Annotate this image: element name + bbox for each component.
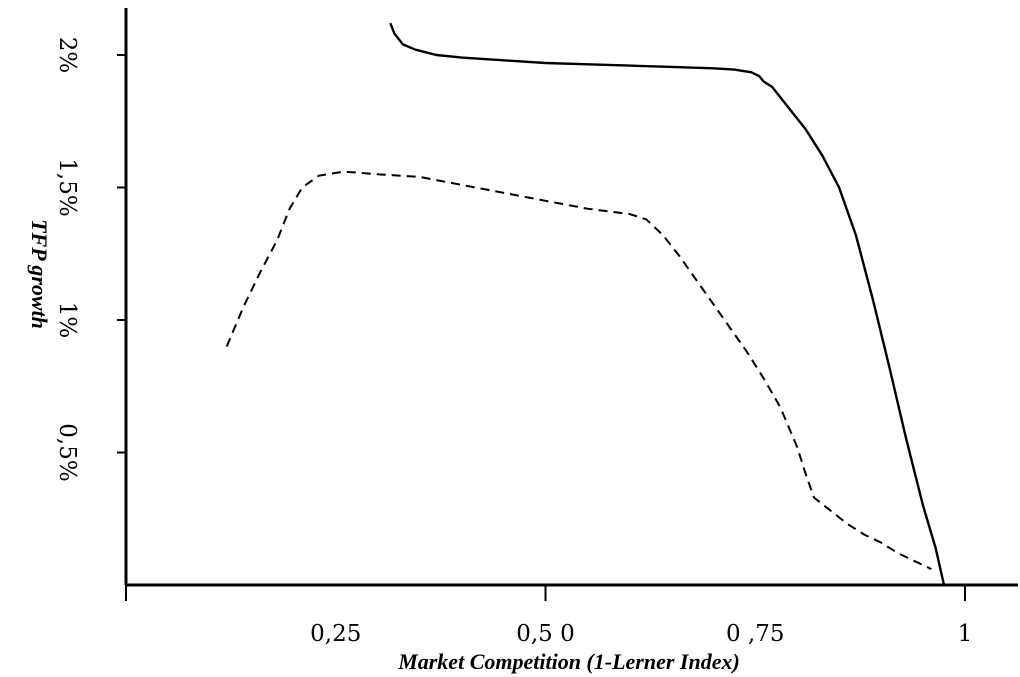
y-tick-label: 0,5%: [54, 423, 80, 481]
series-line-solid: [389, 22, 946, 586]
y-axis-title: TFP growth: [27, 219, 52, 329]
x-tick-label: 0 ,75: [726, 621, 785, 647]
y-tick-label: 1,5%: [54, 158, 80, 216]
series-line-dashed: [225, 170, 932, 571]
series-layer: [225, 22, 946, 586]
y-tick-label: 1%: [54, 302, 80, 339]
y-tick-label: 2%: [54, 37, 80, 74]
x-tick-label: 0,5 0: [516, 621, 575, 647]
x-tick-label: 0,25: [310, 621, 361, 647]
x-ticks: 0,25 0,5 0 0 ,75 1: [125, 585, 973, 647]
x-tick-label: 1: [958, 621, 973, 647]
x-axis-title: Market Competition (1-Lerner Index): [397, 649, 740, 674]
y-ticks: 0,5% 1% 1,5% 2%: [54, 37, 126, 482]
